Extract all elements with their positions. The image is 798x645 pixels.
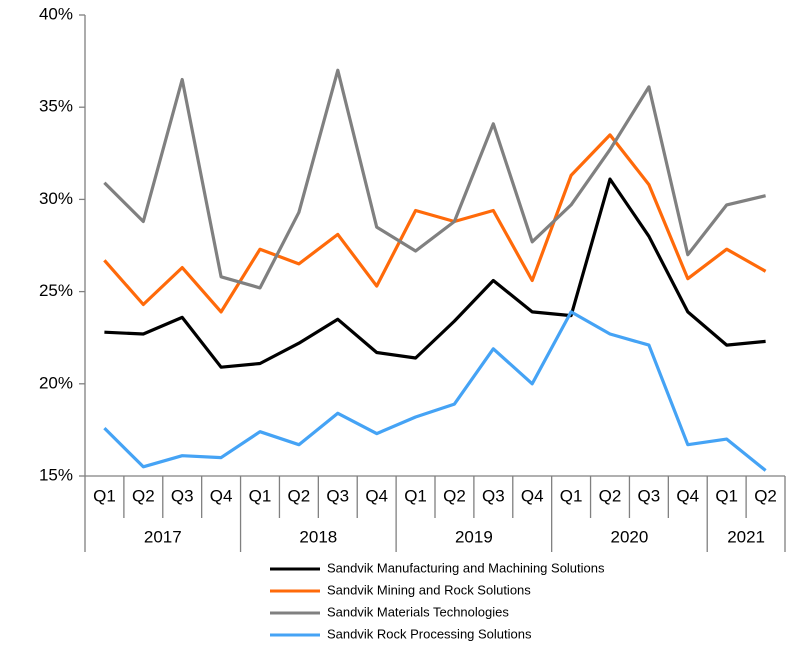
group-label: 2021 [727, 527, 765, 546]
y-tick-label: 25% [39, 281, 73, 300]
x-tick-label: Q1 [93, 486, 116, 505]
x-tick-label: Q1 [404, 486, 427, 505]
x-tick-label: Q3 [171, 486, 194, 505]
legend-label: Sandvik Rock Processing Solutions [327, 626, 532, 641]
x-tick-label: Q1 [715, 486, 738, 505]
group-label: 2019 [455, 527, 493, 546]
series-line [104, 177, 766, 369]
series-line [103, 133, 767, 314]
x-tick-label: Q1 [249, 486, 272, 505]
y-tick-label: 20% [39, 373, 73, 392]
group-label: 2017 [144, 527, 182, 546]
x-tick-label: Q3 [638, 486, 661, 505]
x-tick-label: Q4 [210, 486, 233, 505]
series-line [103, 310, 767, 472]
y-tick-label: 30% [39, 189, 73, 208]
x-tick-label: Q2 [443, 486, 466, 505]
x-tick-label: Q3 [482, 486, 505, 505]
group-label: 2018 [299, 527, 337, 546]
x-tick-label: Q3 [326, 486, 349, 505]
series-line [103, 68, 766, 290]
x-tick-label: Q4 [676, 486, 699, 505]
x-tick-label: Q2 [288, 486, 311, 505]
x-tick-label: Q2 [754, 486, 777, 505]
y-tick-label: 40% [39, 4, 73, 23]
group-label: 2020 [611, 527, 649, 546]
x-tick-label: Q2 [132, 486, 155, 505]
legend-label: Sandvik Manufacturing and Machining Solu… [327, 560, 605, 575]
legend-label: Sandvik Mining and Rock Solutions [327, 582, 531, 597]
x-tick-label: Q1 [560, 486, 583, 505]
y-tick-label: 35% [39, 97, 73, 116]
legend-label: Sandvik Materials Technologies [327, 604, 509, 619]
x-tick-label: Q4 [365, 486, 388, 505]
y-tick-label: 15% [39, 465, 73, 484]
x-tick-label: Q4 [521, 486, 544, 505]
x-tick-label: Q2 [599, 486, 622, 505]
